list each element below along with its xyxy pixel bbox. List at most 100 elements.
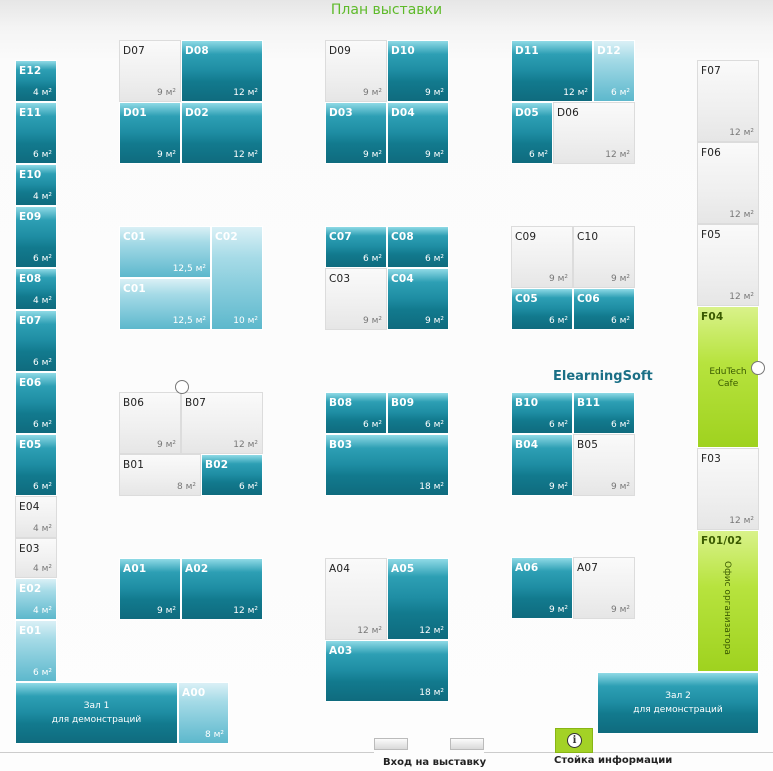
booth-area: 9 м²	[611, 274, 630, 284]
booth-b04[interactable]: B04 9 м²	[511, 434, 573, 496]
booth-area: 6 м²	[549, 316, 568, 326]
booth-c01-top[interactable]: C01 12,5 м²	[119, 226, 211, 278]
booth-d10[interactable]: D10 9 м²	[387, 40, 449, 102]
hall-title: Зал 1	[83, 701, 110, 711]
booth-code: C10	[577, 231, 599, 243]
hall-subtitle: для демонстраций	[633, 705, 723, 715]
booth-code: C02	[215, 231, 238, 243]
booth-d05[interactable]: D05 6 м²	[511, 102, 553, 164]
booth-code: E10	[19, 169, 42, 181]
booth-e07[interactable]: E07 6 м²	[15, 310, 57, 372]
booth-b10[interactable]: B10 6 м²	[511, 392, 573, 434]
booth-area: 12 м²	[419, 626, 444, 636]
wall-line	[0, 752, 374, 753]
booth-area: 6 м²	[549, 420, 568, 430]
booth-a03[interactable]: A03 18 м²	[325, 640, 449, 702]
booth-area: 12 м²	[605, 150, 630, 160]
booth-b09[interactable]: B09 6 м²	[387, 392, 449, 434]
booth-b02[interactable]: B02 6 м²	[201, 454, 263, 496]
booth-d09[interactable]: D09 9 м²	[325, 40, 387, 102]
booth-f05[interactable]: F05 12 м²	[697, 224, 759, 306]
booth-code: F01/02	[701, 535, 743, 547]
booth-area: 9 м²	[363, 316, 382, 326]
booth-e08[interactable]: E08 4 м²	[15, 268, 57, 310]
booth-area: 10 м²	[233, 316, 258, 326]
booth-area: 6 м²	[611, 88, 630, 98]
booth-a01[interactable]: A01 9 м²	[119, 558, 181, 620]
booth-area: 6 м²	[611, 420, 630, 430]
booth-e10[interactable]: E10 4 м²	[15, 164, 57, 206]
booth-b07[interactable]: B07 12 м²	[181, 392, 263, 454]
booth-b03[interactable]: B03 18 м²	[325, 434, 449, 496]
booth-b06[interactable]: B06 9 м²	[119, 392, 181, 454]
booth-area: 4 м²	[33, 88, 52, 98]
booth-c01-bottom[interactable]: C01 12,5 м²	[119, 278, 211, 330]
booth-code: E12	[19, 65, 42, 77]
booth-e05[interactable]: E05 6 м²	[15, 434, 57, 496]
booth-d06[interactable]: D06 12 м²	[553, 102, 635, 164]
booth-f01-02[interactable]: F01/02 Офис организатора	[697, 530, 759, 672]
booth-e01[interactable]: E01 6 м²	[15, 620, 57, 682]
booth-c10[interactable]: C10 9 м²	[573, 226, 635, 288]
booth-d02[interactable]: D02 12 м²	[181, 102, 263, 164]
booth-f06[interactable]: F06 12 м²	[697, 142, 759, 224]
booth-a06[interactable]: A06 9 м²	[511, 557, 573, 619]
booth-code: C01	[123, 283, 146, 295]
booth-c07[interactable]: C07 6 м²	[325, 226, 387, 268]
booth-d12[interactable]: D12 6 м²	[593, 40, 635, 102]
booth-area: 6 м²	[611, 316, 630, 326]
booth-f04[interactable]: F04 EduTech Cafe	[697, 306, 759, 448]
booth-f07[interactable]: F07 12 м²	[697, 60, 759, 142]
booth-area: 6 м²	[529, 150, 548, 160]
hall-1[interactable]: Зал 1 для демонстраций	[15, 682, 178, 744]
booth-code: C04	[391, 273, 414, 285]
booth-e12[interactable]: E12 4 м²	[15, 60, 57, 102]
booth-e11[interactable]: E11 6 м²	[15, 102, 57, 164]
booth-code: F07	[701, 65, 722, 77]
booth-d01[interactable]: D01 9 м²	[119, 102, 181, 164]
booth-e06[interactable]: E06 6 м²	[15, 372, 57, 434]
booth-d04[interactable]: D04 9 м²	[387, 102, 449, 164]
booth-c05[interactable]: C05 6 м²	[511, 288, 573, 330]
booth-f03[interactable]: F03 12 м²	[697, 448, 759, 530]
booth-code: D01	[123, 107, 147, 119]
booth-c02[interactable]: C02 10 м²	[211, 226, 263, 330]
booth-area: 12 м²	[233, 606, 258, 616]
booth-a02[interactable]: A02 12 м²	[181, 558, 263, 620]
booth-b05[interactable]: B05 9 м²	[573, 434, 635, 496]
entrance-door-right	[450, 738, 484, 750]
booth-c08[interactable]: C08 6 м²	[387, 226, 449, 268]
booth-b01[interactable]: B01 8 м²	[119, 454, 201, 496]
booth-area: 9 м²	[157, 606, 176, 616]
booth-b08[interactable]: B08 6 м²	[325, 392, 387, 434]
booth-d07[interactable]: D07 9 м²	[119, 40, 181, 102]
booth-code: C05	[515, 293, 538, 305]
booth-area: 12 м²	[563, 88, 588, 98]
booth-a07[interactable]: A07 9 м²	[573, 557, 635, 619]
booth-c03[interactable]: C03 9 м²	[325, 268, 387, 330]
booth-area: 8 м²	[205, 730, 224, 740]
booth-d03[interactable]: D03 9 м²	[325, 102, 387, 164]
wall-line	[484, 752, 773, 753]
booth-c09[interactable]: C09 9 м²	[511, 226, 573, 288]
booth-area: 6 м²	[33, 668, 52, 678]
booth-a05[interactable]: A05 12 м²	[387, 558, 449, 640]
booth-area: 9 м²	[363, 88, 382, 98]
booth-code: D05	[515, 107, 539, 119]
booth-a04[interactable]: A04 12 м²	[325, 558, 387, 640]
booth-c04[interactable]: C04 9 м²	[387, 268, 449, 330]
booth-d11[interactable]: D11 12 м²	[511, 40, 593, 102]
info-desk[interactable]: i	[555, 728, 593, 753]
booth-e02[interactable]: E02 4 м²	[15, 578, 57, 620]
booth-a00[interactable]: A00 8 м²	[178, 682, 229, 744]
booth-b11[interactable]: B11 6 м²	[573, 392, 635, 434]
booth-d08[interactable]: D08 12 м²	[181, 40, 263, 102]
booth-e09[interactable]: E09 6 м²	[15, 206, 57, 268]
hall-2[interactable]: Зал 2 для демонстраций	[597, 672, 759, 734]
booth-e03[interactable]: E03 4 м²	[15, 538, 57, 578]
booth-code: E01	[19, 625, 42, 637]
booth-area: 9 м²	[611, 482, 630, 492]
booth-e04[interactable]: E04 4 м²	[15, 496, 57, 538]
booth-c06[interactable]: C06 6 м²	[573, 288, 635, 330]
